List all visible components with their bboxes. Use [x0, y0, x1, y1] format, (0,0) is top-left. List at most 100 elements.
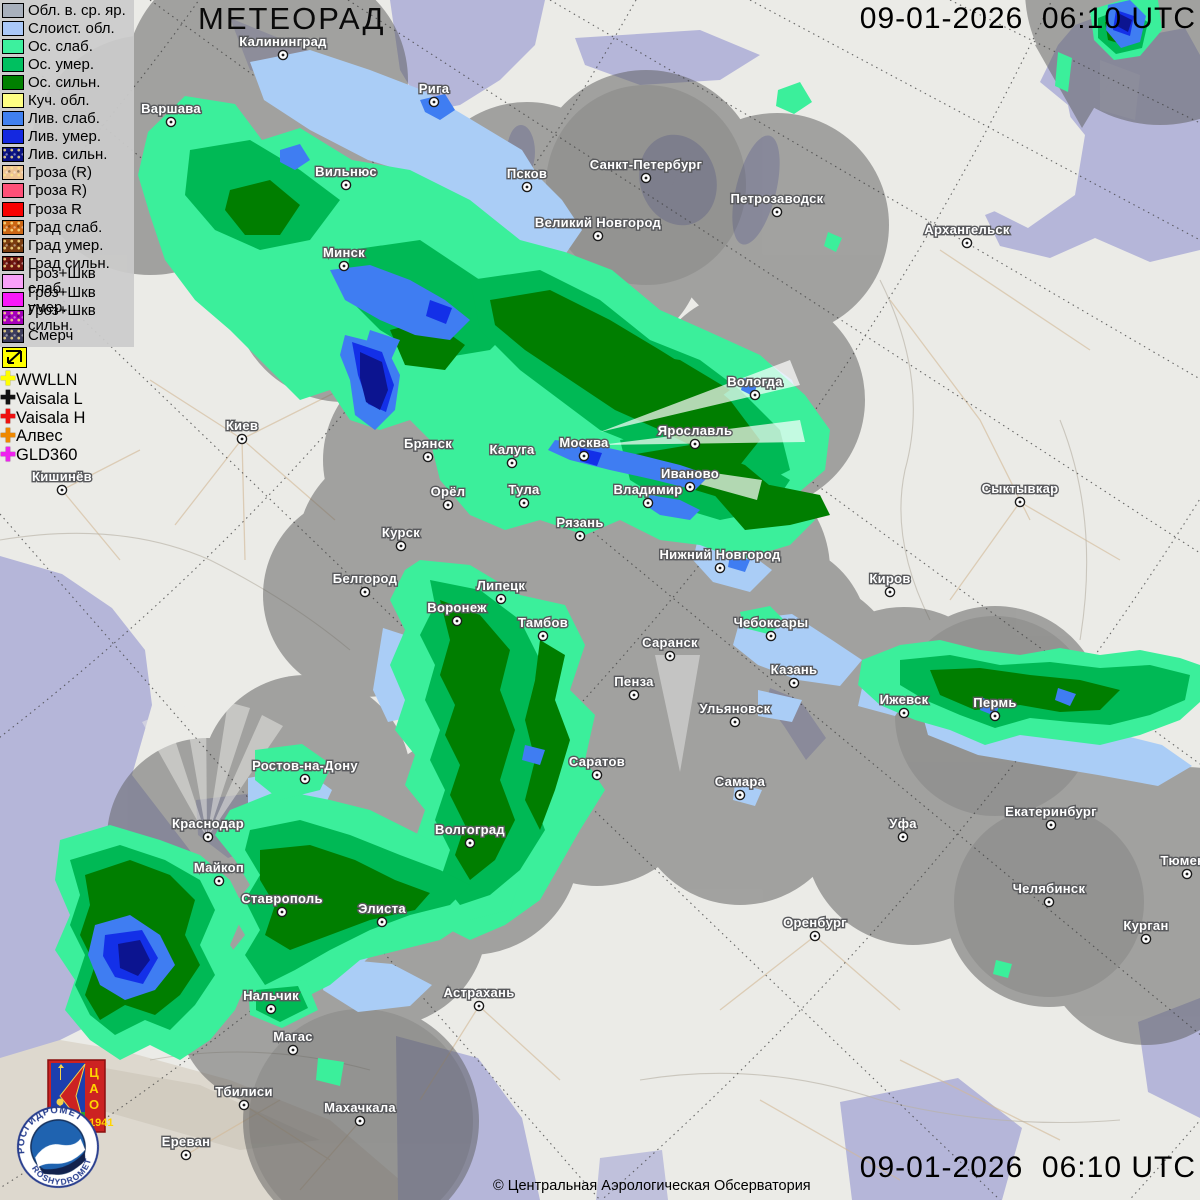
legend-swatch [2, 20, 24, 36]
city-label: Киров [869, 571, 910, 586]
legend-item: Лив. сильн. [2, 146, 134, 164]
city-label: Ижевск [880, 692, 929, 707]
city-dot-center [993, 714, 997, 718]
city-marker: Магас [272, 1028, 314, 1056]
city-dot-center [738, 793, 742, 797]
legend-label: Ос. сильн. [28, 73, 101, 91]
legend-label: Смерч [28, 327, 74, 345]
city-marker: Краснодар [171, 815, 245, 843]
city-dot-center [1047, 900, 1051, 904]
city-marker: Уфа [888, 815, 918, 843]
city-dot-center [446, 503, 450, 507]
legend-swatch [2, 38, 24, 54]
city-label: Саранск [642, 635, 698, 650]
city-dot-center [399, 544, 403, 548]
city-label: Калининград [239, 34, 327, 49]
legend-swatch [2, 129, 24, 145]
city-marker: Астрахань [442, 984, 516, 1012]
city-label: Сыктывкар [982, 481, 1059, 496]
legend-swatch [2, 237, 24, 253]
city-marker: Вологда [726, 373, 784, 401]
city-label: Калуга [489, 442, 535, 457]
city-label: Астрахань [444, 985, 515, 1000]
legend-item: Град умер. [2, 236, 134, 254]
city-marker: Вильнюс [314, 163, 378, 191]
city-marker: Ульяновск [698, 700, 772, 728]
svg-text:А: А [89, 1081, 99, 1096]
lightning-cross-icon: ✚ [0, 425, 16, 447]
city-label: Пермь [973, 695, 1016, 710]
city-dot-center [595, 773, 599, 777]
city-marker: Ярославль [656, 422, 733, 450]
legend-label: Ос. умер. [28, 55, 94, 73]
city-label: Иваново [661, 466, 719, 481]
city-label: Краснодар [172, 816, 244, 831]
city-label: Челябинск [1013, 881, 1086, 896]
city-label: Ереван [162, 1134, 211, 1149]
city-label: Кишинёв [32, 469, 92, 484]
city-dot-center [888, 590, 892, 594]
city-dot-center [281, 53, 285, 57]
city-dot-center [965, 241, 969, 245]
city-dot-center [525, 185, 529, 189]
city-marker: Москва [558, 434, 610, 462]
city-dot-center [1018, 500, 1022, 504]
legend-swatch [2, 93, 24, 109]
city-marker: Липецк [475, 577, 527, 605]
funnel-arrow-icon [6, 350, 22, 364]
city-marker: Курган [1122, 917, 1170, 945]
city-label: Нальчик [243, 988, 299, 1003]
lightning-cross-icon: ✚ [0, 406, 16, 428]
legend-item: Ос. сильн. [2, 73, 134, 91]
city-marker: Псков [505, 165, 548, 193]
city-dot-center [510, 461, 514, 465]
legend-label: Гроза R [28, 200, 83, 218]
city-dot-center [206, 835, 210, 839]
legend-label: Гроз+Шкв сильн. [28, 301, 96, 334]
legend-swatch [2, 183, 24, 199]
legend-item: Лив. умер. [2, 128, 134, 146]
lightning-cross-icon: ✚ [0, 444, 16, 466]
legend-swatch [2, 147, 24, 163]
legend-item: Гроза (R) [2, 164, 134, 182]
legend-label: Град сильн. [28, 254, 110, 272]
page-title: МЕТЕОРАД [198, 1, 386, 36]
city-label: Великий Новгород [535, 215, 662, 230]
precipitation-layer [55, 0, 1200, 1086]
city-marker: Элиста [357, 900, 407, 928]
legend-swatch [2, 56, 24, 72]
city-marker: Махачкала [323, 1099, 397, 1127]
city-marker: Иваново [660, 465, 720, 493]
city-marker: Ереван [160, 1133, 211, 1161]
city-dot-center [432, 100, 436, 104]
legend-swatch [2, 2, 24, 18]
legend-item: Лив. слаб. [2, 110, 134, 128]
city-marker: Петрозаводск [729, 190, 825, 218]
city-dot-center [358, 1119, 362, 1123]
city-dot-center [303, 777, 307, 781]
city-dot-center [668, 654, 672, 658]
city-marker: Калининград [238, 33, 328, 61]
city-marker: Тамбов [517, 614, 569, 642]
lightning-legend-item: ✚ Vaisala L [0, 389, 85, 409]
legend-swatch [2, 201, 24, 217]
legend-label: Гроза (R) [28, 164, 93, 182]
legend-label: Град слаб. [28, 218, 103, 236]
city-marker: Калуга [488, 441, 536, 469]
legend-label: Гроза R) [28, 182, 88, 200]
city-label: Ростов-на-Дону [252, 758, 358, 773]
legend-swatch [2, 74, 24, 90]
city-marker: Владимир [612, 481, 684, 509]
city-dot-center [632, 693, 636, 697]
timestamp-top: 09-01-2026 06:10 UTC [859, 2, 1196, 35]
legend-swatch [2, 255, 24, 271]
legend-item: Обл. в. ср. яр. [2, 1, 134, 19]
city-dot-center [522, 501, 526, 505]
city-label: Пенза [614, 674, 654, 689]
city-dot-center [242, 1103, 246, 1107]
city-label: Оренбург [783, 915, 847, 930]
shower-heavy-patches [118, 14, 1132, 976]
legend-item: Слоист. обл. [2, 19, 134, 37]
city-marker: Пермь [972, 694, 1018, 722]
city-label: Тула [508, 482, 540, 497]
